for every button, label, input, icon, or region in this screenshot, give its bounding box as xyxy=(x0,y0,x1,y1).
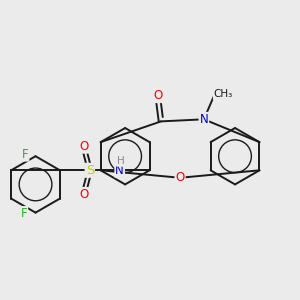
Text: F: F xyxy=(21,207,27,220)
Text: S: S xyxy=(85,164,94,177)
Text: N: N xyxy=(115,164,124,177)
Text: O: O xyxy=(176,171,185,184)
Text: F: F xyxy=(22,148,28,160)
Text: O: O xyxy=(79,188,88,201)
Text: CH₃: CH₃ xyxy=(214,89,233,99)
Text: N: N xyxy=(200,113,208,126)
Text: O: O xyxy=(79,140,88,153)
Text: O: O xyxy=(153,89,162,102)
Text: H: H xyxy=(117,156,124,166)
